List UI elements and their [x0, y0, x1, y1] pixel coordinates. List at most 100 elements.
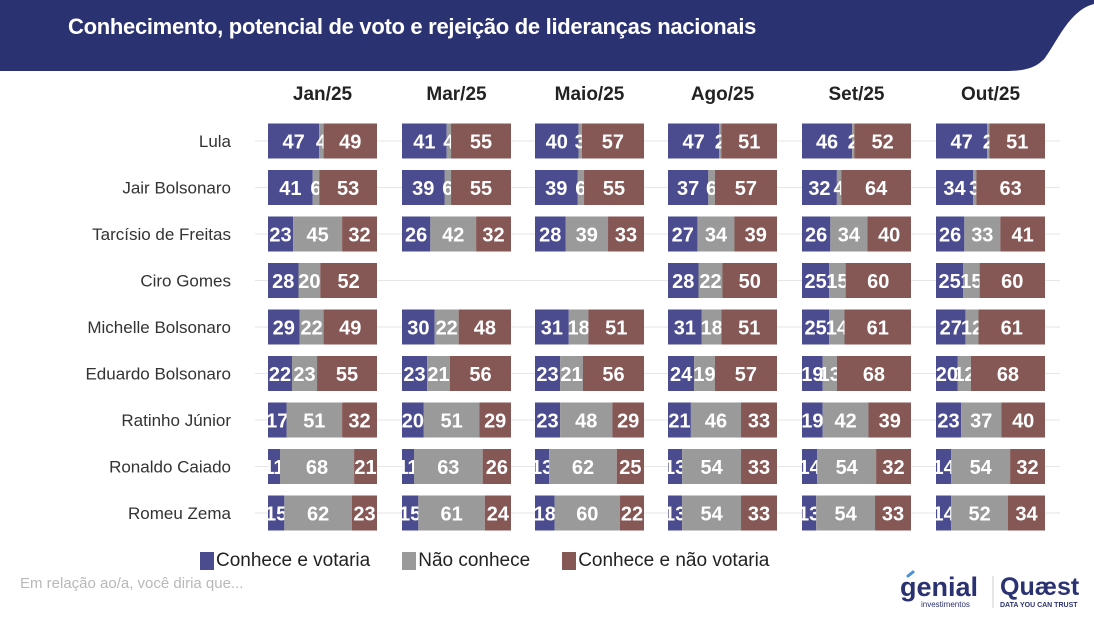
header-banner: Conhecimento, potencial de voto e rejeiç… [0, 0, 1094, 72]
bar-segment [714, 356, 777, 391]
bar-segment [668, 123, 720, 159]
data-label: 40 [1012, 411, 1034, 433]
data-label: 26 [939, 225, 961, 247]
bar-segment [668, 356, 695, 391]
bar-segment [535, 309, 569, 345]
stacked-bar: 26 42 32 [402, 216, 511, 252]
bar-segment [719, 123, 722, 159]
bar-segment [741, 495, 777, 531]
stacked-bar: 14 52 34 [933, 495, 1045, 531]
bar-segment [802, 123, 853, 159]
data-label: 68 [997, 364, 1019, 386]
data-label: 23 [293, 364, 315, 386]
stacked-bar: 26 33 41 [936, 216, 1045, 252]
bar-segment [978, 309, 1045, 345]
data-label: 21 [668, 411, 690, 433]
data-label: 27 [672, 225, 694, 247]
svg-text:Quæst: Quæst [1000, 573, 1080, 601]
data-label: 18 [700, 318, 722, 340]
bar-segment [836, 170, 842, 205]
bar-segment [722, 263, 777, 298]
data-label: 23 [536, 411, 558, 433]
bar-segment [298, 263, 321, 298]
bar-segment [482, 449, 511, 484]
data-label: 55 [336, 364, 358, 386]
bar-segment [402, 495, 419, 531]
legend-label: Conhece e votaria [216, 550, 371, 571]
data-label: 53 [337, 178, 359, 200]
data-label: 26 [486, 457, 508, 479]
bar-segment [323, 123, 377, 159]
bar-segment [802, 402, 823, 438]
data-label: 13 [798, 504, 820, 526]
data-label: 22 [621, 504, 643, 526]
data-label: 56 [469, 364, 491, 386]
legend-label: Não conhece [418, 550, 531, 571]
bar-segment [402, 402, 424, 438]
bar-segment [312, 170, 320, 205]
stacked-bar: 15 61 24 [399, 495, 511, 531]
bar-segment [268, 263, 299, 298]
data-label: 33 [748, 457, 770, 479]
bar-segment [565, 216, 609, 252]
bar-segment [1000, 216, 1045, 252]
data-label: 46 [705, 411, 727, 433]
bar-segment [476, 216, 511, 252]
data-label: 2 [983, 132, 994, 154]
stacked-bar: 11 63 26 [397, 449, 511, 484]
data-label: 32 [1016, 457, 1038, 479]
category-label: Ratinho Júnior [121, 411, 231, 430]
stacked-bar: 11 68 21 [263, 449, 377, 484]
data-label: 29 [484, 411, 506, 433]
data-label: 39 [745, 225, 767, 247]
page-title: Conhecimento, potencial de voto e rejeiç… [68, 14, 757, 39]
bar-segment [577, 170, 585, 205]
data-label: 41 [279, 178, 301, 200]
bar-segment [279, 449, 355, 484]
data-label: 57 [735, 364, 757, 386]
bar-segment [444, 170, 452, 205]
data-label: 60 [576, 504, 598, 526]
data-label: 47 [282, 132, 304, 154]
legend-swatch [402, 552, 417, 570]
bar-segment [317, 356, 377, 391]
bar-segment [668, 309, 702, 345]
bar-segment [549, 449, 617, 484]
data-label: 18 [534, 504, 556, 526]
data-label: 40 [878, 225, 900, 247]
data-label: 22 [699, 271, 721, 293]
bar-segment [342, 402, 377, 438]
data-label: 22 [269, 364, 291, 386]
data-label: 52 [872, 132, 894, 154]
bar-segment [668, 449, 683, 484]
bar-segment [829, 263, 846, 298]
stacked-bar: 39 6 55 [402, 170, 511, 205]
bar-segment [268, 495, 285, 531]
logos: genial investimentos Quæst DATA YOU CAN … [900, 570, 1080, 609]
data-label: 51 [303, 411, 325, 433]
category-label: Ronaldo Caiado [109, 458, 231, 477]
bar-segment [451, 170, 511, 205]
bar-segment [973, 170, 977, 205]
data-label: 23 [536, 364, 558, 386]
stacked-bar: 20 51 29 [402, 402, 511, 438]
data-label: 55 [470, 132, 492, 154]
bar-segment [876, 449, 911, 484]
stacked-bar: 46 2 52 [802, 123, 911, 159]
bar-segment [701, 309, 722, 345]
data-label: 2 [848, 132, 859, 154]
data-label: 49 [339, 318, 361, 340]
data-label: 22 [300, 318, 322, 340]
stacked-bar: 47 2 51 [936, 123, 1045, 159]
bar-segment [351, 495, 377, 531]
data-label: 23 [353, 504, 375, 526]
stacked-bar: 29 22 49 [268, 309, 377, 345]
category-label: Tarcísio de Freitas [92, 225, 231, 244]
bar-segment [867, 216, 911, 252]
period-labels: Jan/25 Mar/25 Maio/25 Ago/25 Set/25 Out/25 [293, 84, 1021, 105]
data-label: 21 [354, 457, 376, 479]
bar-segment [342, 216, 377, 252]
data-label: 32 [808, 178, 830, 200]
